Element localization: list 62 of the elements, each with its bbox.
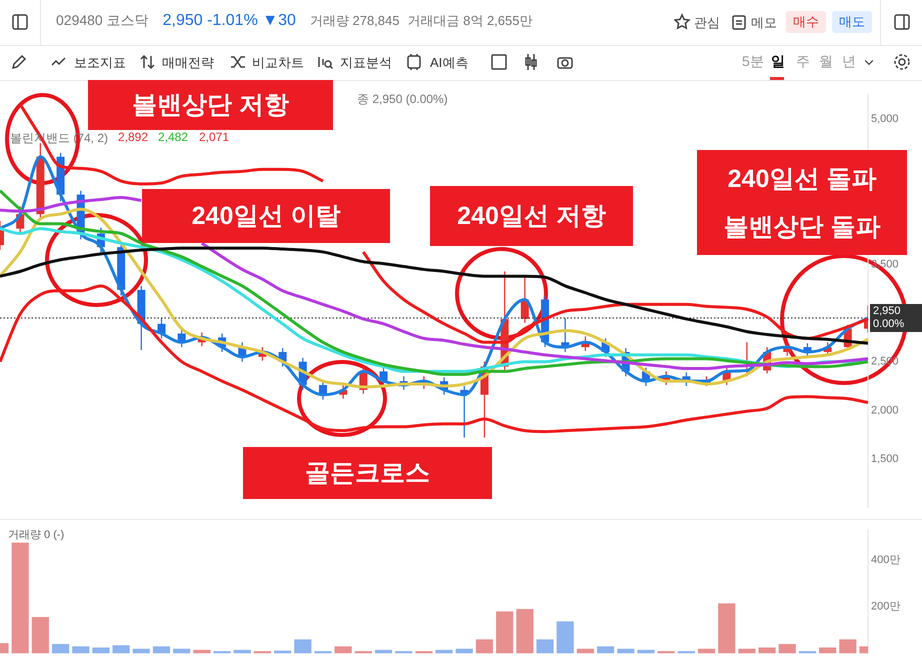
bar [92,648,110,654]
text: 5분 [742,53,764,71]
text: 메모 [751,14,777,32]
text: 거래량 278,845 [310,12,400,30]
bar [112,645,130,654]
callout-box: 골든크로스 [243,447,492,499]
callout-box: 240일선 저항 [430,186,633,246]
y-tick-label: 5,000 [871,112,899,125]
bar [456,648,473,654]
bar [496,611,514,654]
text: 일 [771,53,785,71]
bar [152,646,170,654]
chart-subtitle: 2,950 -1.01% ▼30 [162,12,296,30]
bar [778,644,796,654]
bar [738,648,756,654]
bar [617,648,634,654]
bar [476,639,494,654]
callout-box: 240일선 이탈 [142,189,390,243]
annotation: 종 2,950 (0.00%) [357,91,448,108]
text: 거래대금 8억 2,655만 [407,12,532,30]
bar [556,621,574,654]
bar [576,648,594,654]
text: 매도 [832,11,872,33]
y-tick-label: 1,500 [871,452,899,465]
bar [52,644,70,654]
text: 매매전략 [162,54,214,72]
callout-box: 240일선 돌파 볼밴상단 돌파 [697,150,907,255]
bar [718,603,736,654]
text: 비교차트 [252,54,304,72]
text: 년 [842,53,856,71]
bar [334,646,352,654]
bar [597,646,614,654]
bar [32,616,49,654]
chart-title: 거래량 0 (-) [8,528,64,542]
ref-line-label: 2,950 0.00% [873,305,904,330]
bar [698,648,716,654]
y-tick-label: 2,000 [871,404,899,416]
line-series [0,284,870,434]
text: 매수 [786,11,826,33]
bar [758,648,776,654]
bar [516,609,534,654]
annotation: 2,892 [118,130,148,144]
callout-box: 볼밴상단 저항 [88,80,333,130]
bar [72,646,90,654]
bar [173,648,190,654]
bar [12,542,29,654]
chart-title: 029480 코스닥 [56,12,149,30]
bar [819,648,836,654]
y-tick-label: 400만 [871,554,900,566]
text: 관심 [694,14,720,32]
bar [536,639,554,654]
text: AI예측 [430,54,468,72]
bar [839,639,856,654]
annotation: 2,482 [158,130,188,144]
annotation: 2,071 [199,130,230,144]
text: 주 [796,53,810,71]
y-tick-label: 200만 [871,600,900,613]
text: 지표분석 [340,54,392,72]
bar [132,648,150,654]
text: 월 [819,53,833,71]
text: 보조지표 [74,54,126,72]
bar [294,639,312,654]
